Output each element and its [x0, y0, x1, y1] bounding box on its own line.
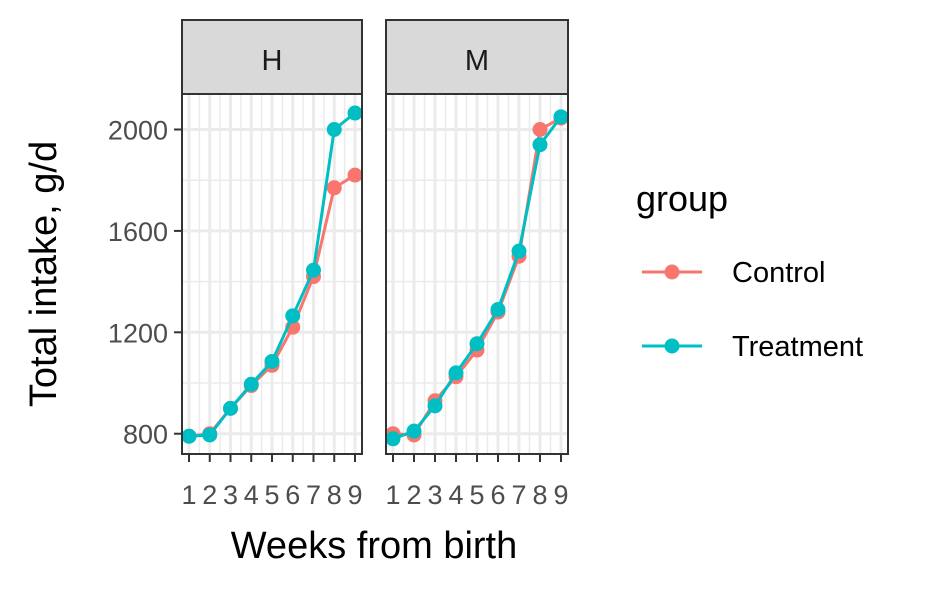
data-point: [448, 365, 464, 381]
series-treatment: [181, 105, 363, 444]
data-point: [181, 428, 197, 444]
x-tick-label: 1: [385, 480, 400, 510]
x-tick-label: 3: [427, 480, 442, 510]
data-point: [202, 427, 218, 443]
data-point: [347, 105, 363, 121]
x-tick-label: 2: [406, 480, 421, 510]
x-tick-label: 5: [469, 480, 484, 510]
legend-item-treatment: Treatment: [642, 331, 863, 363]
strip-label: H: [262, 45, 283, 77]
y-axis: 800 1200 1600 2000: [108, 115, 182, 450]
data-point: [326, 180, 342, 196]
data-point: [511, 243, 527, 259]
legend-key-point: [664, 338, 680, 354]
x-tick-label: 9: [347, 480, 362, 510]
legend-item-control: Control: [642, 257, 826, 289]
data-point: [347, 167, 363, 183]
data-point: [553, 109, 569, 125]
y-tick-label: 2000: [108, 115, 168, 145]
data-point: [532, 121, 548, 137]
x-tick-label: 1: [181, 480, 196, 510]
x-tick-label: 4: [244, 480, 259, 510]
y-tick-label: 800: [123, 420, 168, 450]
panel-H: H: [181, 19, 363, 455]
legend-label: Treatment: [732, 331, 863, 363]
data-point: [223, 400, 238, 416]
legend-label: Control: [732, 257, 826, 289]
x-tick-label: 3: [223, 480, 238, 510]
data-point: [406, 423, 422, 439]
legend-key-point: [664, 264, 680, 280]
gridlines: [386, 94, 568, 454]
x-tick-label: 7: [511, 480, 526, 510]
x-tick-label: 6: [285, 480, 300, 510]
x-tick-label: 8: [532, 480, 547, 510]
data-point: [427, 398, 443, 414]
data-point: [490, 301, 506, 317]
x-axis-title: Weeks from birth: [231, 525, 517, 567]
x-tick-label: 9: [553, 480, 568, 510]
data-point: [469, 336, 485, 352]
data-point: [243, 376, 259, 392]
y-tick-label: 1600: [108, 217, 168, 247]
data-point: [306, 262, 321, 278]
data-point: [285, 308, 301, 324]
x-tick-label: 8: [327, 480, 342, 510]
legend-title: group: [636, 178, 728, 219]
x-tick-label: 7: [306, 480, 321, 510]
y-tick-label: 1200: [108, 318, 168, 348]
strip-background: [385, 19, 569, 95]
data-point: [264, 353, 280, 369]
x-tick-label: 5: [264, 480, 279, 510]
legend-items: Control Treatment: [642, 257, 863, 363]
data-point: [385, 431, 401, 447]
series-treatment: [385, 109, 569, 447]
legend: group Control Treatment: [636, 178, 863, 363]
data-point: [326, 121, 342, 137]
x-tick-label: 6: [490, 480, 505, 510]
x-tick-label: 2: [202, 480, 217, 510]
x-tick-label: 4: [448, 480, 463, 510]
gridlines: [182, 94, 362, 454]
y-axis-title: Total intake, g/d: [23, 141, 65, 407]
panel-M: M: [385, 19, 569, 455]
strip-background: [181, 19, 363, 95]
data-point: [532, 137, 548, 153]
strip-label: M: [465, 45, 489, 77]
